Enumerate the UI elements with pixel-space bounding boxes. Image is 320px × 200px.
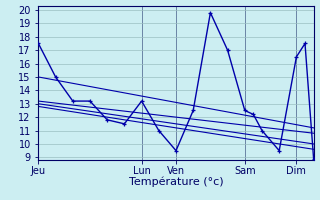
X-axis label: Température (°c): Température (°c) <box>129 177 223 187</box>
